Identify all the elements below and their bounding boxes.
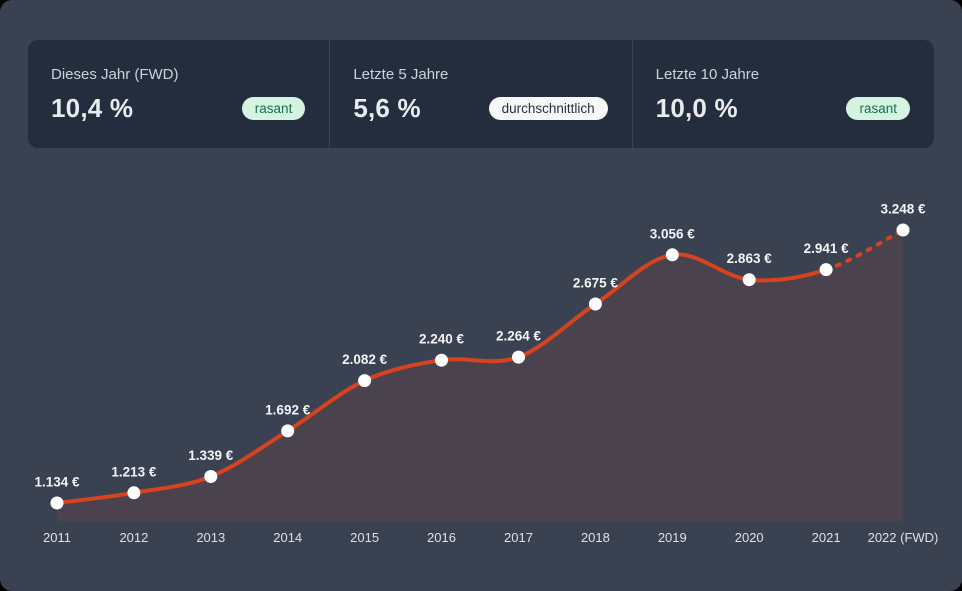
data-point-label-2018: 2.675 €: [573, 276, 619, 291]
growth-badge-this-year: rasant: [241, 97, 306, 120]
x-axis-label-2017: 2017: [504, 530, 533, 545]
stat-value-5-years: 5,6 %: [353, 93, 421, 123]
data-point-label-2021: 2.941 €: [804, 241, 850, 256]
stat-label-5-years: Letzte 5 Jahre: [353, 66, 449, 83]
growth-badge-5-years: durchschnittlich: [488, 97, 608, 120]
data-point-label-2014: 1.692 €: [265, 402, 311, 417]
data-point-label-2011: 1.134 €: [34, 475, 80, 490]
stat-label-10-years: Letzte 10 Jahre: [655, 66, 760, 83]
data-point-label-2012: 1.213 €: [111, 464, 157, 479]
data-point-marker-2018[interactable]: [588, 297, 602, 311]
stat-label-this-year: Dieses Jahr (FWD): [51, 66, 179, 83]
stat-card-5-years: Letzte 5 Jahre 5,6 % durchschnittlich: [329, 40, 631, 148]
data-point-label-2016: 2.240 €: [419, 332, 465, 347]
x-axis-label-2014: 2014: [273, 530, 302, 545]
x-axis-label-2011: 2011: [43, 530, 71, 545]
x-axis-label-2013: 2013: [196, 530, 225, 545]
data-point-label-2017: 2.264 €: [496, 329, 542, 344]
data-point-marker-2021[interactable]: [819, 263, 833, 277]
data-point-label-2020: 2.863 €: [727, 251, 773, 266]
stat-value-10-years: 10,0 %: [655, 93, 738, 123]
data-point-label-2019: 3.056 €: [650, 226, 696, 241]
data-point-label-2013: 1.339 €: [188, 448, 234, 463]
x-axis-label-2016: 2016: [427, 530, 456, 545]
stat-card-10-years: Letzte 10 Jahre 10,0 % rasant: [631, 40, 934, 148]
x-axis-label-2012: 2012: [119, 530, 148, 545]
x-axis-label-2020: 2020: [735, 530, 764, 545]
x-axis-label-2019: 2019: [658, 530, 687, 545]
data-point-marker-2022 (FWD)[interactable]: [896, 223, 910, 237]
chart-area-fill: [57, 230, 903, 521]
dividend-chart[interactable]: 1.134 € 2011 1.213 € 2012 1.339 € 2013 1.692 €…: [0, 170, 962, 591]
stats-panel: Dieses Jahr (FWD) 10,4 % rasant Letzte 5…: [28, 40, 934, 148]
data-point-marker-2015[interactable]: [358, 374, 372, 388]
data-point-marker-2012[interactable]: [127, 486, 141, 500]
data-point-marker-2014[interactable]: [281, 424, 295, 438]
stat-card-this-year: Dieses Jahr (FWD) 10,4 % rasant: [28, 40, 329, 148]
x-axis-label-2018: 2018: [581, 530, 610, 545]
dividend-chart-svg[interactable]: 1.134 € 2011 1.213 € 2012 1.339 € 2013 1.692 €…: [0, 170, 962, 591]
data-point-marker-2011[interactable]: [50, 496, 64, 510]
data-point-label-2015: 2.082 €: [342, 352, 388, 367]
growth-badge-10-years: rasant: [846, 97, 910, 120]
data-point-marker-2016[interactable]: [435, 353, 448, 367]
data-point-marker-2017[interactable]: [512, 350, 525, 364]
data-point-label-2022 (FWD): 3.248 €: [880, 202, 926, 217]
data-point-marker-2019[interactable]: [665, 248, 679, 262]
data-point-marker-2020[interactable]: [742, 273, 756, 287]
x-axis-label-2021: 2021: [812, 530, 841, 545]
x-axis-label-2015: 2015: [350, 530, 379, 545]
stat-value-this-year: 10,4 %: [51, 93, 134, 123]
x-axis-label-2022 (FWD): 2022 (FWD): [868, 530, 939, 545]
data-point-marker-2013[interactable]: [204, 470, 218, 483]
